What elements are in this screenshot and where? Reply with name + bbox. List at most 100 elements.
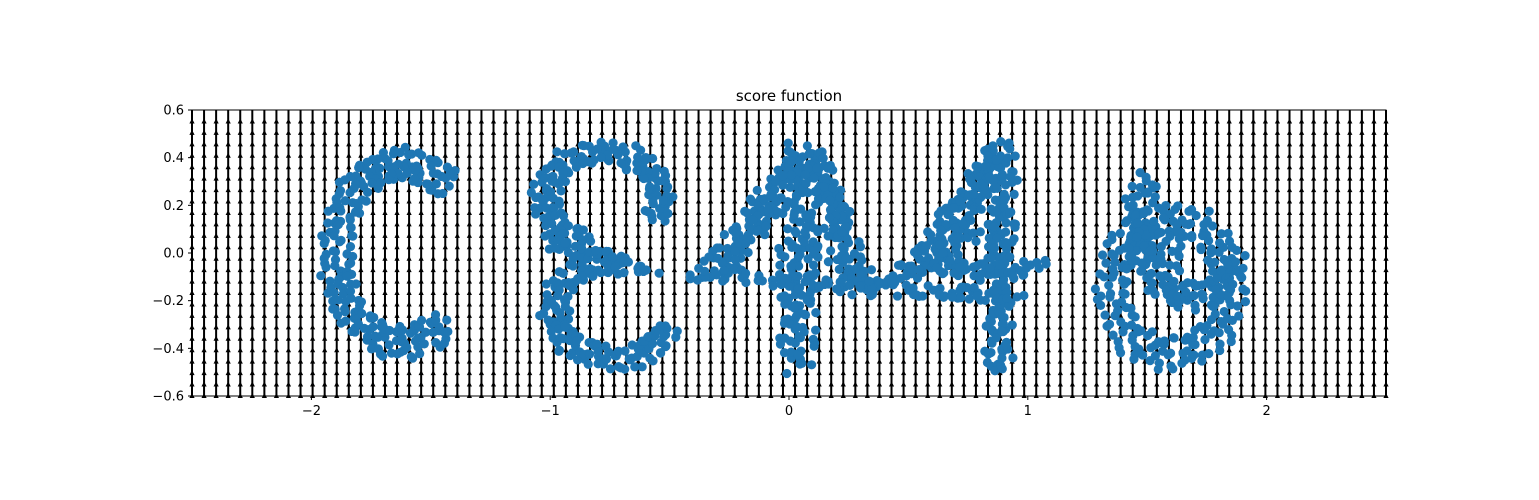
scatter-point <box>632 165 642 176</box>
quiver-arrowhead <box>406 232 412 238</box>
quiver-arrowhead <box>1347 381 1353 387</box>
scatter-point <box>803 254 813 264</box>
quiver-arrowhead <box>888 198 895 204</box>
quiver-arrowhead <box>756 244 762 250</box>
quiver-arrowhead <box>551 152 557 158</box>
quiver-arrowhead <box>382 187 388 193</box>
quiver-arrowhead <box>394 129 400 135</box>
quiver-arrowhead <box>225 255 231 261</box>
scatter-point <box>569 147 579 157</box>
quiver-arrowhead <box>527 335 533 341</box>
quiver-arrowhead <box>490 221 497 227</box>
quiver-arrowhead <box>201 118 207 124</box>
quiver-arrowhead <box>888 301 895 307</box>
quiver-arrowhead <box>949 129 955 135</box>
scatter-point <box>1168 364 1178 374</box>
quiver-arrowhead <box>454 370 460 376</box>
quiver-arrowhead <box>394 290 400 296</box>
quiver-arrowhead <box>1069 118 1076 124</box>
scatter-point <box>825 205 836 215</box>
quiver-arrowhead <box>213 370 219 376</box>
quiver-arrowhead <box>840 175 846 181</box>
quiver-arrowhead <box>647 118 653 124</box>
quiver-arrowhead <box>647 290 653 296</box>
quiver-arrowhead <box>1359 209 1365 215</box>
quiver-arrowhead <box>900 129 907 135</box>
quiver-arrowhead <box>539 370 545 376</box>
quiver-arrowhead <box>1009 129 1015 135</box>
quiver-arrowhead <box>454 358 460 364</box>
quiver-arrowhead <box>1311 141 1317 147</box>
quiver-arrowhead <box>273 129 280 135</box>
scatter-point <box>1189 350 1199 360</box>
quiver-arrowhead <box>1154 324 1160 330</box>
quiver-arrowhead <box>515 290 521 296</box>
quiver-arrowhead <box>490 312 497 318</box>
quiver-arrowhead <box>261 198 267 204</box>
quiver-arrowhead <box>1190 370 1196 376</box>
quiver-arrowhead <box>237 370 243 376</box>
quiver-arrowhead <box>852 221 858 227</box>
quiver-arrowhead <box>563 381 569 387</box>
quiver-arrowhead <box>225 164 231 170</box>
quiver-arrowhead <box>358 290 364 296</box>
quiver-arrowhead <box>1274 187 1281 193</box>
quiver-arrowhead <box>1106 129 1112 135</box>
quiver-arrowhead <box>1118 358 1124 364</box>
quiver-arrowhead <box>478 129 485 135</box>
quiver-arrowhead <box>1154 175 1160 181</box>
quiver-arrowhead <box>1021 141 1027 147</box>
quiver-arrowhead <box>466 152 472 158</box>
quiver-arrowhead <box>1190 198 1196 204</box>
scatter-point <box>995 260 1005 270</box>
quiver-arrowhead <box>454 290 460 296</box>
scatter-point <box>845 206 855 217</box>
scatter-point <box>742 208 752 218</box>
quiver-arrowhead <box>876 301 883 307</box>
quiver-arrowhead <box>949 141 955 147</box>
quiver-arrowhead <box>949 358 955 364</box>
quiver-arrowhead <box>1069 358 1076 364</box>
quiver-arrowhead <box>1069 141 1076 147</box>
quiver-arrowhead <box>1045 129 1051 135</box>
quiver-arrowhead <box>515 324 521 330</box>
scatter-point <box>743 247 753 258</box>
quiver-arrowhead <box>671 129 678 135</box>
quiver-arrowhead <box>876 381 883 387</box>
quiver-arrowhead <box>502 290 509 296</box>
quiver-arrowhead <box>1142 129 1148 135</box>
quiver-arrowhead <box>1262 312 1268 318</box>
quiver-arrowhead <box>876 232 883 238</box>
quiver-arrowhead <box>949 164 955 170</box>
quiver-arrowhead <box>1250 255 1256 261</box>
quiver-arrowhead <box>237 175 243 181</box>
scatter-point <box>361 196 371 206</box>
scatter-point <box>367 178 377 188</box>
quiver-arrowhead <box>708 129 714 135</box>
scatter-point <box>1205 275 1215 285</box>
quiver-arrowhead <box>1093 129 1100 135</box>
quiver-arrowhead <box>1154 118 1160 124</box>
quiver-arrowhead <box>973 312 979 318</box>
quiver-arrowhead <box>611 244 617 250</box>
quiver-arrowhead <box>370 278 376 284</box>
quiver-arrowhead <box>1178 164 1184 170</box>
quiver-arrowhead <box>346 129 352 135</box>
quiver-arrowhead <box>611 290 617 296</box>
quiver-arrowhead <box>1298 335 1305 341</box>
scatter-point <box>1210 284 1221 295</box>
quiver-arrowhead <box>454 221 460 227</box>
quiver-arrowhead <box>478 312 485 318</box>
quiver-arrowhead <box>937 358 943 364</box>
quiver-arrowhead <box>1154 267 1160 273</box>
quiver-arrowhead <box>1069 301 1076 307</box>
quiver-arrowhead <box>1226 209 1232 215</box>
scatter-point <box>657 176 667 186</box>
quiver-arrowhead <box>466 370 472 376</box>
quiver-arrowhead <box>466 335 472 341</box>
quiver-arrowhead <box>1190 129 1196 135</box>
quiver-arrowhead <box>1190 244 1196 250</box>
quiver-arrowhead <box>1093 209 1100 215</box>
scatter-point <box>800 170 810 180</box>
quiver-arrowhead <box>852 335 858 341</box>
